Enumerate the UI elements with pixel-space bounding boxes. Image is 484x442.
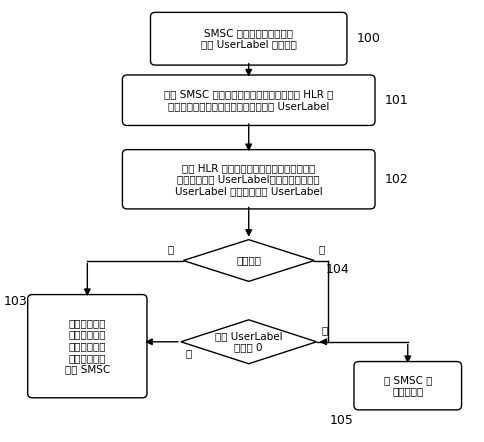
Text: 102: 102 <box>384 173 408 186</box>
Text: 101: 101 <box>384 94 408 107</box>
Text: 否: 否 <box>321 325 328 335</box>
Polygon shape <box>181 320 317 364</box>
Text: 所述 SMSC 根据所述短消息的目的号码，向 HLR 发
送路由查询请求，请求中携带所述目的 UserLabel: 所述 SMSC 根据所述短消息的目的号码，向 HLR 发 送路由查询请求，请求中… <box>164 89 333 111</box>
FancyBboxPatch shape <box>122 150 375 209</box>
Text: 104: 104 <box>326 263 349 276</box>
Text: 105: 105 <box>330 414 354 427</box>
Text: 获取所述目的
号码对应的路
由信息，将查
询结果回复给
所述 SMSC: 获取所述目的 号码对应的路 由信息，将查 询结果回复给 所述 SMSC <box>65 318 110 374</box>
Text: 是: 是 <box>167 244 174 254</box>
Text: 所述 HLR 收到所述查询请求后，获取所述目
的号码当前的 UserLabel；比较消息的目的
UserLabel 与所述当前的 UserLabel: 所述 HLR 收到所述查询请求后，获取所述目 的号码当前的 UserLabel；… <box>175 163 323 196</box>
FancyBboxPatch shape <box>122 75 375 126</box>
Text: 目的 UserLabel
是否为 0: 目的 UserLabel 是否为 0 <box>215 331 283 353</box>
Text: SMSC 接收携带目的号码和
目的 UserLabel 的短消息: SMSC 接收携带目的号码和 目的 UserLabel 的短消息 <box>201 28 297 50</box>
FancyBboxPatch shape <box>354 362 462 410</box>
Text: 向 SMSC 返
回异常报告: 向 SMSC 返 回异常报告 <box>383 375 432 396</box>
FancyBboxPatch shape <box>28 294 147 398</box>
FancyBboxPatch shape <box>151 12 347 65</box>
Text: 是否一致: 是否一致 <box>236 255 261 266</box>
Polygon shape <box>183 240 314 282</box>
Text: 103: 103 <box>4 294 28 308</box>
Text: 是: 是 <box>185 348 192 358</box>
Text: 否: 否 <box>319 244 325 254</box>
Text: 100: 100 <box>356 32 380 45</box>
